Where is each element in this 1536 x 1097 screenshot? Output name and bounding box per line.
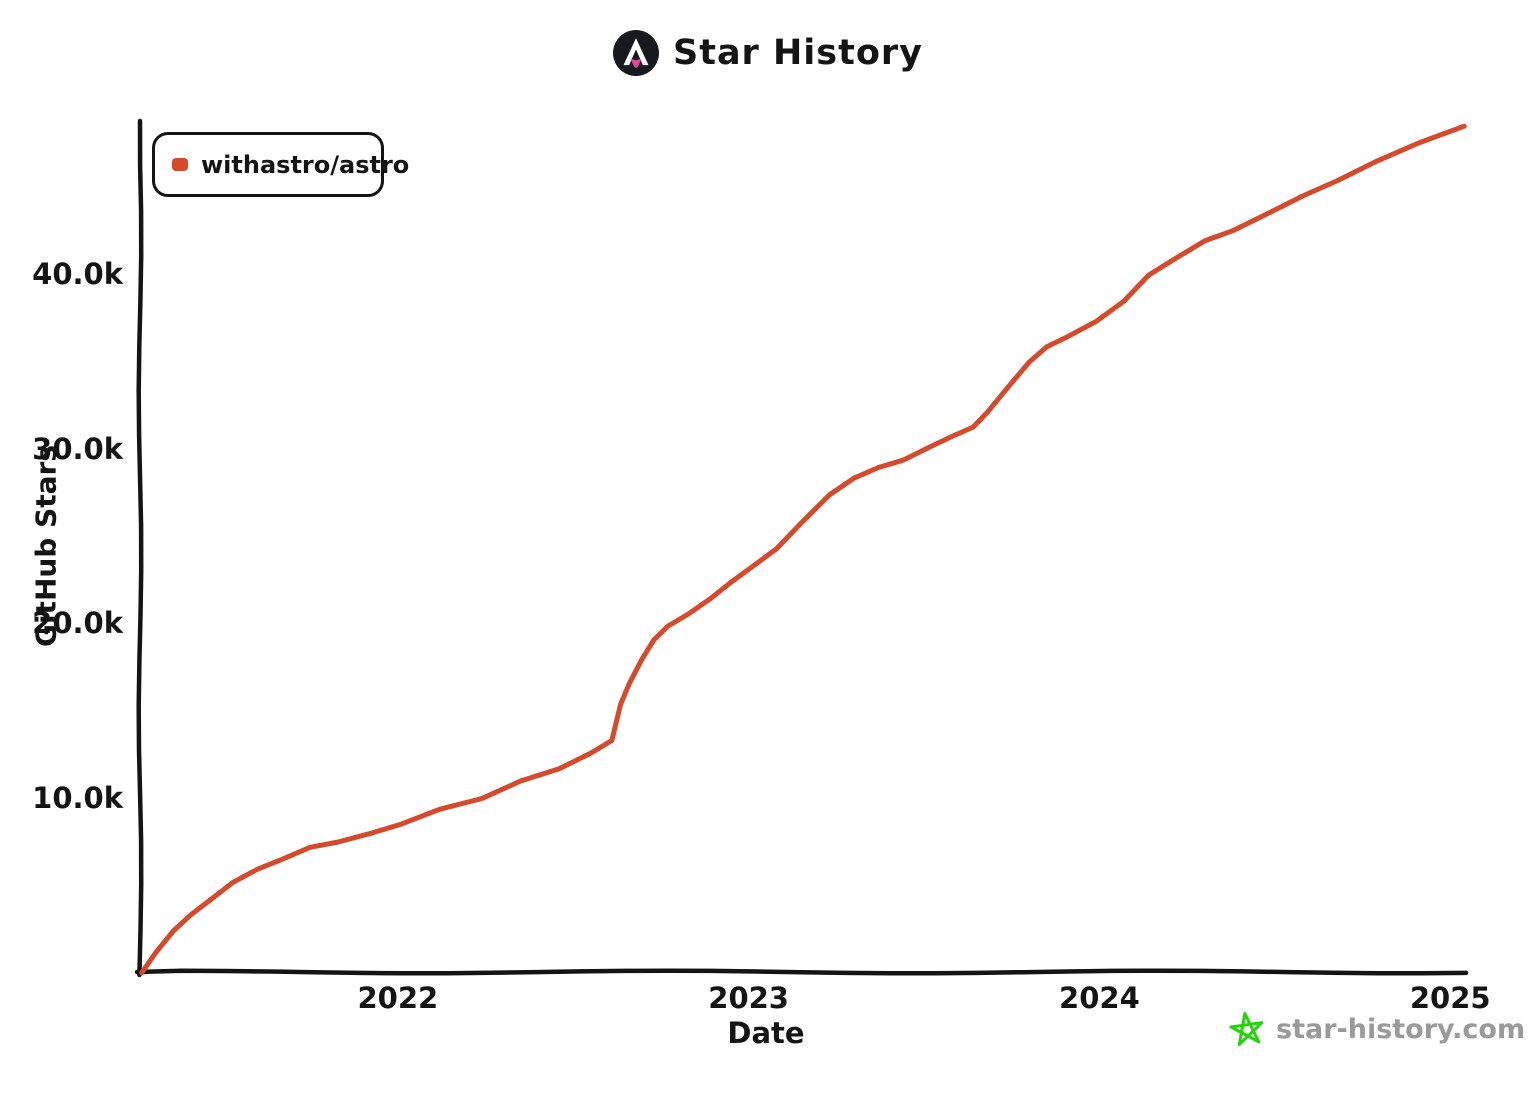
watermark-text: star-history.com [1276,1013,1526,1045]
y-tick-label: 10.0k [32,780,123,815]
star-icon [1229,1011,1264,1046]
astro-logo-icon [613,30,659,76]
x-tick-label: 2023 [708,981,789,1015]
x-tick-label: 2025 [1409,981,1491,1015]
series-line [139,123,1467,976]
x-tick-label: 2024 [1059,981,1140,1015]
legend[interactable]: withastro/astro [152,132,409,197]
watermark-link[interactable]: star-history.com [1228,1010,1525,1048]
y-tick-label: 30.0k [32,431,123,466]
legend-label: withastro/astro [201,150,410,179]
y-tick-label: 20.0k [32,606,123,641]
x-tick-label: 2022 [357,981,439,1015]
y-tick-label: 40.0k [32,257,123,292]
chart-header: Star History [0,30,1536,76]
legend-swatch [172,158,188,171]
axes [134,118,1469,978]
page-title: Star History [673,33,923,73]
x-axis-title: Date [727,1016,805,1050]
